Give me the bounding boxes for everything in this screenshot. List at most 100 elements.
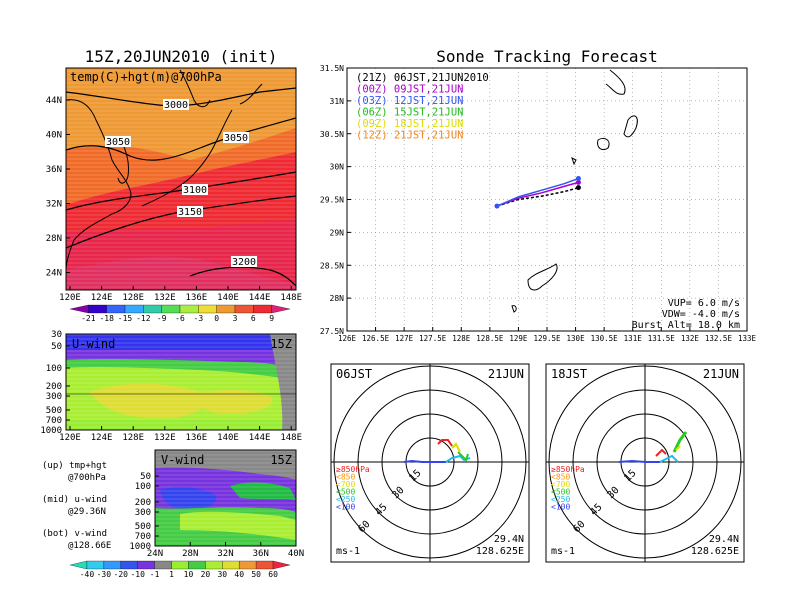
hodo2-trace	[618, 431, 688, 463]
track-legend-entry: (06Z) 15JST,21JUN	[356, 107, 463, 119]
temp-colorbar-swatch	[198, 304, 217, 314]
track-lat-tick-label: 27.5N	[320, 327, 344, 336]
hodo2-time: 18JST	[551, 367, 587, 381]
hodo2-lon: 128.625E	[691, 546, 739, 557]
temp-colorbar-label: -15	[118, 314, 133, 323]
coastline-japan	[141, 83, 263, 207]
hodo1-time: 06JST	[336, 367, 372, 381]
v-wind-p-tick-label: 1000	[129, 542, 151, 552]
map-lon-tick-label: 120E	[59, 293, 81, 303]
map-lat-tick-label: 36N	[46, 165, 62, 175]
u-wind-lon-tick-label: 140E	[217, 433, 239, 443]
track-legend: (21Z) 06JST,21JUN2010(00Z) 09JST,21JUN(0…	[356, 72, 489, 142]
wind-colorbar-swatch	[239, 560, 257, 570]
contour-label-3150: 3150	[178, 207, 202, 218]
track-lon-tick-label: 131.5E	[648, 334, 676, 343]
wind-colorbar-swatch	[103, 560, 121, 570]
param-vup: VUP= 6.0 m/s	[668, 298, 740, 309]
temp-colorbar-label: 9	[269, 314, 274, 323]
launch-point	[494, 203, 500, 209]
map-lon-tick-label: 140E	[217, 293, 239, 303]
track-lon-tick-label: 129.5E	[533, 334, 561, 343]
temp-colorbar-label: 0	[214, 314, 219, 323]
track-series-line	[496, 186, 579, 207]
track-lon-tick-label: 128.5E	[476, 334, 504, 343]
u-wind-p-tick-label: 50	[51, 342, 62, 352]
temp-colorbar-swatch	[234, 304, 254, 314]
u-wind-frame	[65, 333, 297, 431]
island-north	[605, 69, 626, 95]
wind-colorbar-label: -20	[114, 570, 129, 579]
temp-colorbar-label: -6	[175, 314, 185, 323]
map-lon-tick-label: 136E	[186, 293, 208, 303]
hodo-legend-entry: ≥850hPa	[551, 465, 585, 474]
temp-colorbar-label: -9	[157, 314, 167, 323]
wind-colorbar-label: 10	[184, 570, 194, 579]
map-lon-tick-label: 132E	[154, 293, 176, 303]
map-panel-label: temp(C)+hgt(m)@700hPa	[70, 70, 222, 84]
map-lon-tick-label: 128E	[122, 293, 144, 303]
track-lat-tick-label: 29.5N	[320, 196, 344, 205]
right-title: Sonde Tracking Forecast	[436, 47, 658, 66]
island-small-1	[571, 157, 577, 166]
note-up-level: @700hPa	[68, 473, 106, 483]
track-legend-entry: (03Z) 12JST,21JUN	[356, 95, 463, 107]
hodo-legend-entry: <850	[336, 473, 355, 482]
track-lat-tick-label: 28.5N	[320, 261, 344, 270]
u-wind-section	[66, 334, 296, 430]
track-lon-tick-label: 133E	[738, 334, 757, 343]
wind-colorbar-swatch	[171, 560, 189, 570]
hodo2-trace-upper	[618, 459, 660, 463]
hodo1-lat: 29.4N	[494, 534, 524, 545]
track-lat-tick-label: 28N	[330, 294, 345, 303]
track-lat-ticks: 31.5N 31N 30.5N 30N 29.5N 29N 28.5N 28N 27.5N	[320, 64, 351, 336]
contour-label-3050-east: 3050	[224, 133, 248, 144]
temp-colorbar-label: -3	[194, 314, 204, 323]
track-legend-entry: (21Z) 06JST,21JUN2010	[356, 72, 489, 84]
map-lat-ticks: 44N 40N 36N 32N 28N 24N	[46, 96, 70, 279]
v-wind-p-tick-label: 50	[140, 472, 151, 482]
v-wind-p-tick-label: 200	[135, 498, 151, 508]
hodo-legend-entry: <700	[336, 480, 355, 489]
hodo-legend-entry: <250	[551, 495, 570, 504]
map-lon-ticks: 120E 124E 128E 132E 136E 140E 144E 148E	[59, 286, 302, 303]
hodo-legend-entry: <100	[336, 503, 355, 512]
track-series-line	[496, 181, 579, 207]
temp-colorbar-swatch	[143, 304, 162, 314]
contour-labels: 3000 3050 3050 3100 3150 3200	[105, 99, 257, 268]
wind-colorbar-label: 40	[234, 570, 244, 579]
map-lat-tick-label: 32N	[46, 200, 62, 210]
track-lat-tick-label: 31N	[330, 97, 345, 106]
wind-colorbar-label: -30	[97, 570, 112, 579]
hodo2-trace-700	[675, 445, 681, 451]
map-frame	[65, 67, 297, 291]
temp-colorbar-swatch	[179, 304, 199, 314]
island-yakushima	[597, 137, 610, 151]
track-legend-entry: (00Z) 09JST,21JUN	[356, 84, 463, 96]
v-wind-lat-tick-label: 32N	[217, 549, 233, 559]
contour-label-3100: 3100	[183, 185, 207, 196]
coastline-north	[179, 69, 211, 108]
contour-3200	[189, 266, 296, 287]
hodo-legend-entry: <250	[336, 495, 355, 504]
u-wind-lon-tick-label: 144E	[249, 433, 271, 443]
hodo2-date: 21JUN	[703, 367, 739, 381]
u-wind-label: U-wind	[72, 337, 115, 351]
track-lat-tick-label: 29N	[330, 228, 345, 237]
track-lon-tick-label: 132E	[681, 334, 700, 343]
hodo1-legend: ≥850hPa<850<700<500<250<100	[336, 465, 370, 512]
v-wind-section	[155, 450, 296, 546]
track-grid	[347, 68, 747, 331]
track-lat-tick-label: 31.5N	[320, 64, 344, 73]
u-wind-lon-tick-label: 148E	[280, 433, 302, 443]
track-lon-tick-label: 127E	[395, 334, 414, 343]
track-lon-tick-label: 132.5E	[705, 334, 733, 343]
u-wind-lon-tick-label: 120E	[59, 433, 81, 443]
wind-colorbar-swatch	[69, 560, 88, 570]
track-lon-tick-label: 131E	[624, 334, 643, 343]
hodograph-06jst: 06JST 21JUN 15 30 45 60 ms-1 29.4N 128.6…	[330, 363, 530, 563]
track-lon-tick-label: 126E	[338, 334, 357, 343]
track-legend-entry: (12Z) 21JST,21JUN	[356, 130, 463, 142]
contour-label-3000: 3000	[164, 100, 188, 111]
map-lon-tick-label: 124E	[91, 293, 113, 303]
